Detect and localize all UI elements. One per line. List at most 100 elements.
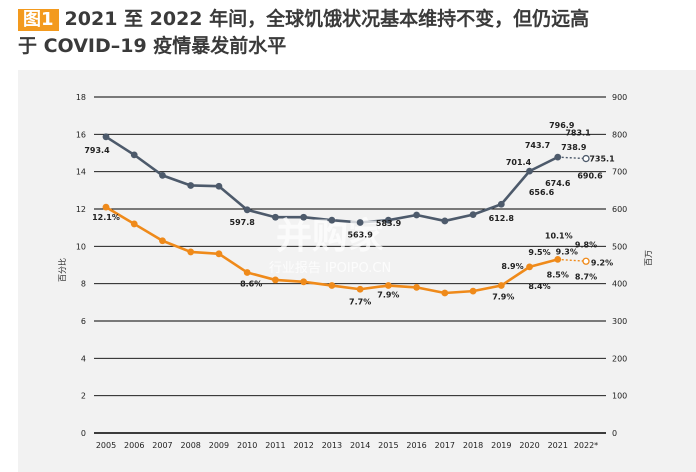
left-tick-label: 18 — [76, 93, 86, 102]
right-tick-label: 300 — [612, 317, 627, 326]
left-tick-label: 12 — [76, 205, 86, 214]
x-tick-label: 2007 — [152, 441, 172, 450]
x-tick-label: 2009 — [209, 441, 229, 450]
data-label: 7.7% — [349, 297, 371, 306]
data-label: 743.7 — [525, 141, 550, 150]
data-point — [384, 216, 392, 224]
right-tick-label: 800 — [612, 130, 627, 139]
data-point — [300, 278, 308, 286]
data-point — [243, 269, 251, 276]
data-label: 12.1% — [92, 213, 120, 222]
data-label: 583.9 — [376, 219, 402, 228]
left-tick-label: 0 — [81, 429, 86, 438]
data-point — [497, 282, 505, 289]
data-label: 8.5% — [547, 270, 569, 279]
data-point — [497, 200, 505, 208]
data-label: 9.2% — [591, 258, 613, 267]
data-point — [102, 203, 110, 211]
x-tick-label: 2005 — [96, 441, 116, 450]
data-label: 701.4 — [506, 158, 532, 167]
chart-panel — [18, 70, 696, 472]
data-label: 9.8% — [575, 240, 597, 249]
data-point — [356, 285, 364, 293]
x-tick-label: 2011 — [265, 441, 285, 450]
left-tick-label: 4 — [81, 354, 86, 363]
series-line-0 — [105, 135, 559, 224]
data-label: 690.6 — [577, 172, 603, 181]
right-tick-label: 900 — [612, 93, 627, 102]
data-point — [272, 213, 279, 221]
data-label: 735.1 — [589, 155, 615, 164]
x-tick-label: 2013 — [322, 441, 342, 450]
data-label: 8.7% — [575, 272, 597, 281]
data-point — [272, 276, 279, 284]
data-point — [469, 287, 477, 295]
data-point — [130, 151, 138, 159]
x-tick-label: 2019 — [491, 441, 511, 450]
data-point — [300, 213, 308, 221]
data-point — [526, 167, 533, 175]
data-point — [130, 220, 138, 228]
data-point — [215, 250, 223, 258]
x-tick-label: 2012 — [293, 441, 313, 450]
left-tick-label: 6 — [81, 317, 86, 326]
right-tick-label: 600 — [612, 205, 627, 214]
data-label: 793.4 — [84, 146, 110, 155]
data-label: 10.1% — [545, 231, 573, 240]
data-label: 563.9 — [347, 230, 373, 239]
x-tick-label: 2021 — [548, 441, 568, 450]
data-label: 9.5% — [528, 248, 550, 257]
x-tick-label: 2022* — [574, 441, 598, 450]
x-tick-label: 2015 — [378, 441, 398, 450]
left-tick-label: 16 — [76, 130, 86, 139]
data-label: 674.6 — [545, 179, 571, 188]
data-point — [215, 182, 223, 190]
data-label: 597.8 — [230, 218, 256, 227]
x-tick-label: 2017 — [435, 441, 455, 450]
left-tick-label: 14 — [76, 168, 86, 177]
data-point — [413, 284, 420, 291]
data-label: 7.9% — [492, 293, 514, 302]
data-point — [328, 282, 336, 289]
data-point — [469, 211, 477, 219]
right-tick-label: 400 — [612, 280, 627, 289]
chart-title: 图1 2021 至 2022 年间，全球饥饿状况基本维持不变，但仍远高 于 COV… — [18, 6, 688, 60]
right-tick-label: 700 — [612, 168, 627, 177]
data-point — [159, 237, 166, 245]
x-tick-label: 2020 — [519, 441, 539, 450]
right-axis-label: 百万 — [644, 250, 653, 266]
left-tick-label: 10 — [76, 242, 86, 251]
right-tick-label: 200 — [612, 354, 627, 363]
data-point — [526, 263, 533, 271]
right-tick-label: 0 — [612, 429, 617, 438]
data-label: 7.9% — [377, 291, 399, 300]
watermark: 并购家 行业报告 IPOIPO.CN — [269, 216, 391, 276]
data-label: 8.9% — [501, 262, 523, 271]
chart-title-line2: 于 COVID–19 疫情暴发前水平 — [18, 35, 287, 57]
left-axis-ticks: 0 2 4 6 8 10 12 14 16 18 — [76, 93, 86, 438]
chart-title-line1: 图1 2021 至 2022 年间，全球饥饿状况基本维持不变，但仍远高 — [18, 6, 688, 33]
x-tick-label: 2008 — [181, 441, 201, 450]
data-label: 783.1 — [565, 129, 591, 138]
data-point — [413, 211, 420, 219]
left-tick-label: 8 — [81, 280, 86, 289]
data-label: 8.4% — [528, 282, 550, 291]
data-label: 9.3% — [556, 247, 578, 256]
series-projection-line-0 — [557, 156, 587, 160]
data-point — [159, 172, 166, 179]
data-point — [582, 257, 590, 265]
x-tick-label: 2016 — [406, 441, 426, 450]
left-axis-label: 百分比 — [57, 258, 67, 282]
data-point — [328, 216, 336, 224]
x-tick-label: 2010 — [237, 441, 257, 450]
data-point — [187, 182, 195, 189]
x-tick-label: 2006 — [124, 441, 144, 450]
data-point — [441, 289, 449, 297]
right-axis-ticks: 0 100 200 300 400 500 600 700 800 900 — [612, 93, 627, 438]
x-axis-ticks: 2005 2006 2007 2008 2009 2010 2011 2012 2013 2014… — [96, 441, 598, 450]
data-point — [554, 256, 562, 263]
grid-lines — [94, 96, 606, 434]
right-tick-label: 100 — [612, 392, 627, 401]
